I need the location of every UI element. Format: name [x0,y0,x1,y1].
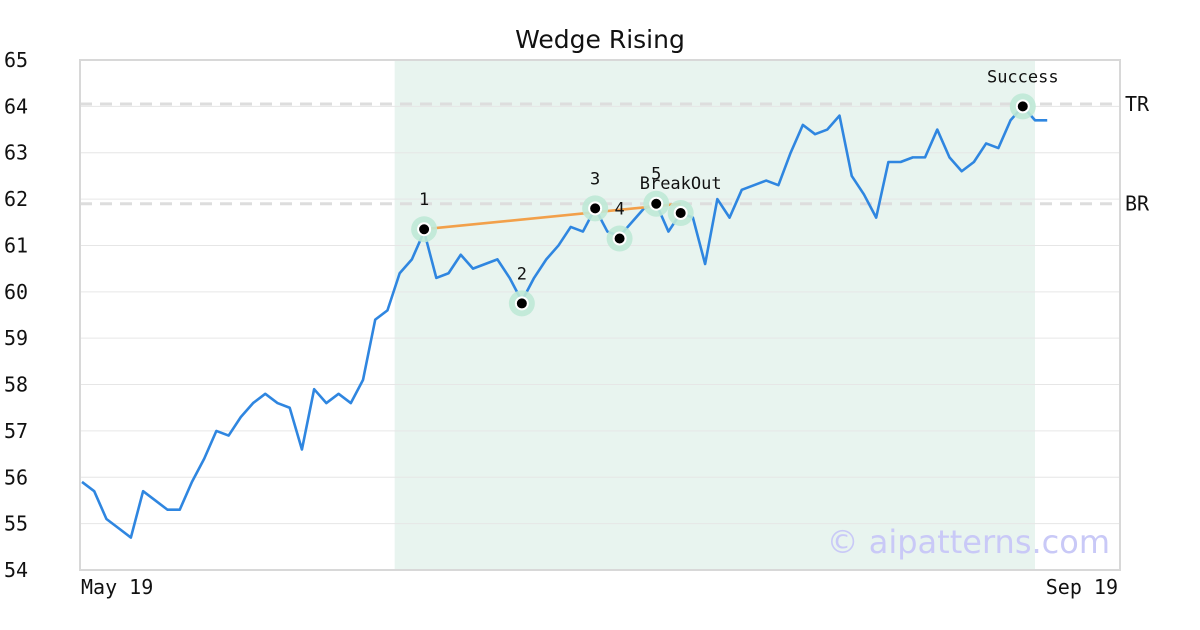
y-tick-label: 65 [4,48,28,72]
highlight-region [394,60,1036,570]
watermark: © aipatterns.com [827,523,1110,561]
pattern-point-3-dot [588,201,603,216]
y-tick-label: 55 [4,512,28,536]
pattern-point-4-dot [612,231,627,246]
plot-frame [79,59,1121,571]
y-tick-label: 61 [4,233,28,257]
pattern-point-2-label: 2 [517,264,527,284]
reference-label-tr: TR [1125,92,1150,116]
y-tick-label: 60 [4,280,28,304]
y-tick-label: 64 [4,94,28,118]
y-tick-label: 62 [4,187,28,211]
wedge-line [423,202,681,231]
x-axis-ticks: May 19 Sep 19 [81,575,1118,599]
pattern-point-1-label: 1 [419,190,429,210]
chart-title: Wedge Rising [515,25,685,54]
y-tick-label: 56 [4,465,28,489]
breakout-point-dot [673,206,688,220]
y-tick-label: 57 [4,419,28,443]
success-point-dot [1015,99,1030,114]
y-tick-label: 63 [4,141,28,165]
success-point-label: Success [987,67,1059,87]
y-tick-label: 59 [4,326,28,350]
pattern-point-1-dot [417,222,432,237]
pattern-point-5-dot [649,196,664,211]
price-line [81,105,1048,539]
pattern-point-4-label: 4 [614,200,624,220]
pattern-point-3-label: 3 [590,169,600,189]
y-tick-label: 58 [4,373,28,397]
y-tick-label: 54 [4,558,28,582]
reference-label-br: BR [1125,192,1150,216]
x-tick-label: Sep 19 [1046,575,1118,599]
y-axis-ticks: 54 55 56 57 58 59 60 61 62 63 64 65 [4,48,28,582]
breakout-point-label: BreakOut [640,174,722,194]
pattern-point-5-label: 5 [651,165,661,185]
x-tick-label: May 19 [81,575,153,599]
pattern-point-2-dot [514,296,529,311]
